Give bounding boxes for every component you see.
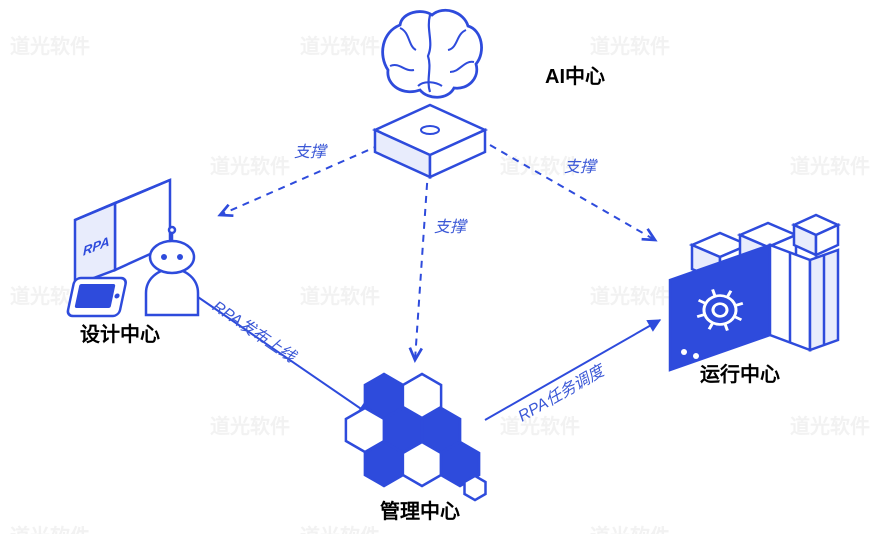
- design-center-label: 设计中心: [80, 318, 160, 347]
- edge-label-ai-manage: 支撑: [434, 213, 466, 237]
- tablet-icon: [67, 278, 127, 316]
- ai-center-label: AI中心: [545, 60, 605, 89]
- edge-ai-manage: [415, 170, 428, 360]
- run-center-node: [670, 215, 838, 370]
- manage-center-node: [346, 374, 486, 500]
- run-center-label: 运行中心: [700, 358, 780, 387]
- diagram-canvas: RPA: [0, 0, 878, 534]
- hex-icon: [365, 442, 403, 486]
- manage-center-label: 管理中心: [380, 495, 460, 524]
- design-center-node: RPA: [67, 180, 198, 316]
- edge-label-ai-design: 支撑: [294, 138, 326, 162]
- ai-center-node: [375, 10, 485, 177]
- hex-icon: [403, 442, 441, 486]
- brain-icon: [383, 10, 482, 97]
- edge-label-ai-run: 支撑: [564, 153, 596, 177]
- hex-icon: [465, 476, 486, 500]
- diagram-stage: 道光软件道光软件道光软件道光软件道光软件道光软件道光软件道光软件道光软件道光软件…: [0, 0, 878, 534]
